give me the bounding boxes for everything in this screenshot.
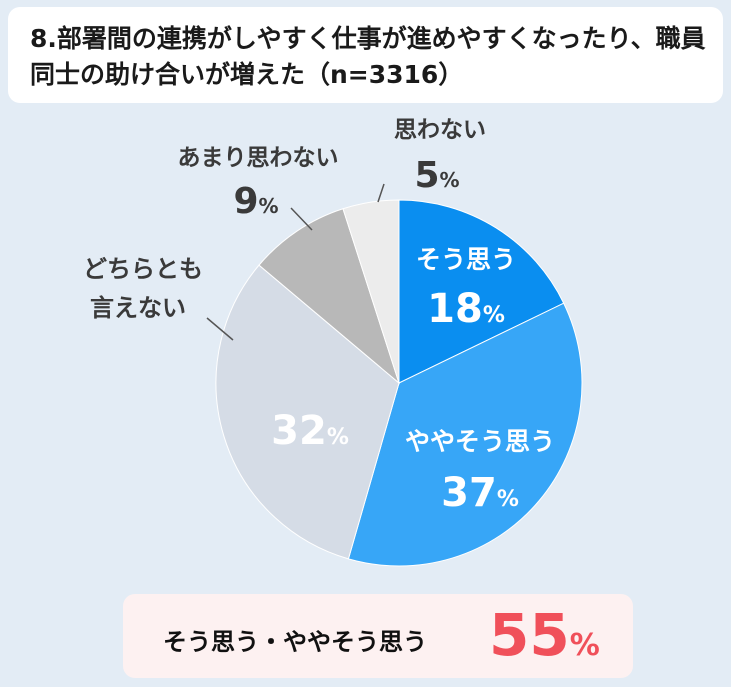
slice-label-neither-line1: どちらとも — [83, 255, 203, 283]
slice-label-rarely-think: あまり思わない — [178, 145, 339, 171]
pie-slice-agree — [398, 199, 565, 384]
pie-slice-rarely-think — [258, 208, 401, 385]
pie-slices — [215, 199, 583, 567]
summary-box: そう思う・ややそう思う 55% — [123, 594, 633, 678]
summary-unit: % — [569, 628, 600, 663]
leader-line-neither — [206, 317, 234, 341]
slice-label-agree: そう思う — [416, 245, 516, 274]
chart-title: 8.部署間の連携がしやすく仕事が進めやすくなったり、職員同士の助け合いが増えた（… — [30, 24, 706, 89]
slice-value-somewhat-agree: 37% — [441, 470, 519, 516]
summary-label: そう思う・ややそう思う — [163, 628, 427, 656]
pie-slice-not-think — [342, 199, 400, 384]
summary-number: 55 — [489, 601, 570, 669]
slice-value-neither: 32% — [271, 408, 349, 454]
leader-line-rarely-think — [290, 207, 313, 231]
slice-label-somewhat-agree: ややそう思う — [405, 427, 555, 456]
slice-label-neither-line2: 言えない — [90, 294, 186, 322]
pie-slice-neither — [215, 264, 400, 560]
slice-value-agree: 18% — [427, 286, 505, 332]
slice-value-rarely-think: 9% — [233, 181, 278, 222]
leader-line-not-think — [377, 183, 385, 203]
slice-label-not-think: 思わない — [394, 117, 486, 143]
pie-slice-somewhat-agree — [347, 302, 583, 567]
slice-value-not-think: 5% — [414, 155, 459, 196]
title-box: 8.部署間の連携がしやすく仕事が進めやすくなったり、職員同士の助け合いが増えた（… — [8, 7, 723, 103]
summary-value: 55% — [489, 602, 600, 679]
